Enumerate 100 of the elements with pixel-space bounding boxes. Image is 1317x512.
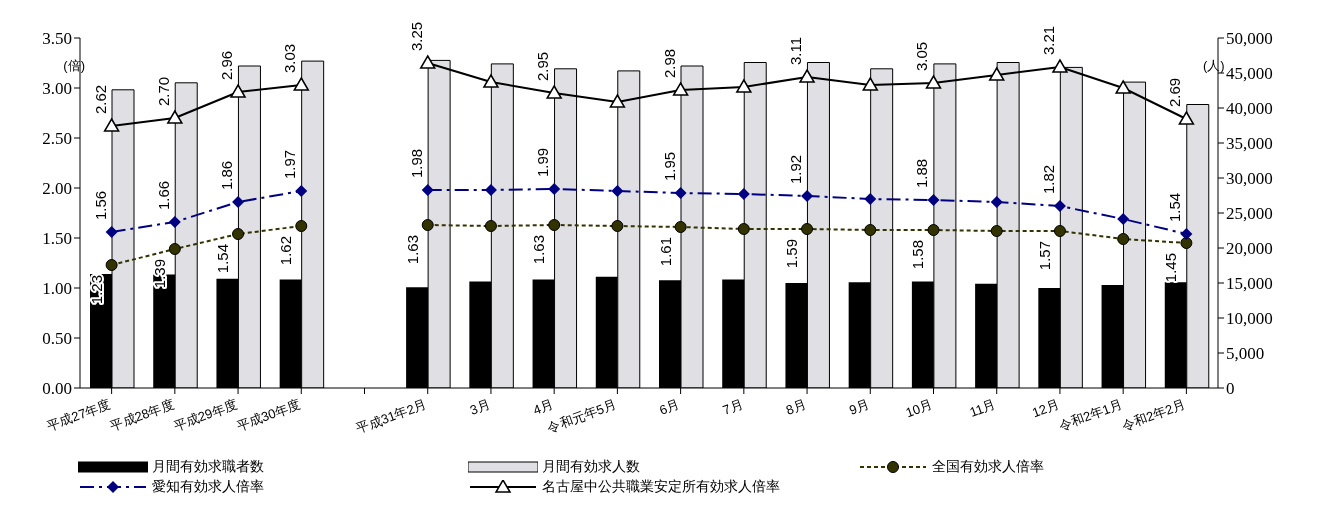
y2-tick-label: 35,000 [1226,134,1273,154]
point [293,77,310,91]
y2-axis-title: (人) [1203,58,1225,74]
y2-tick-label: 25,000 [1226,204,1273,224]
y2-tick-label: 20,000 [1226,239,1273,259]
point [1053,200,1066,212]
data-label: 1.63 [530,235,548,265]
point [103,118,120,132]
legend-label: 全国有効求人倍率 [932,458,1044,476]
y-tick-label: 0.00 [42,379,72,399]
point [1180,228,1193,240]
x-tick-label: 4月 [531,396,556,418]
data-label: 1.92 [787,154,805,184]
point [295,185,308,197]
y-tick-label: 3.00 [42,79,72,99]
y2-tick-label: 30,000 [1226,169,1273,189]
point [674,221,687,233]
point [483,74,499,88]
point [988,67,1005,81]
x-tick-label: 8月 [783,396,809,418]
point [548,183,561,195]
data-label: 2.98 [660,48,678,78]
point [609,94,626,108]
y-tick-label: 1.00 [42,279,72,299]
point [864,224,877,236]
point [927,224,940,236]
point [484,220,497,232]
data-label: 1.82 [1039,164,1057,194]
data-label: 2.96 [218,50,236,80]
data-label: 1.59 [783,239,801,269]
data-label: 1.58 [909,240,927,270]
point [801,190,814,202]
point [421,184,434,196]
data-label: 1.63 [403,235,421,265]
x-tick-label: 3月 [467,396,492,418]
point [611,185,624,197]
point [295,220,308,232]
data-label: 1.54 [214,244,232,274]
point [1115,80,1131,94]
x-tick-label: 平成31年2月 [354,396,429,437]
point [925,75,942,89]
point [1117,233,1130,245]
data-label: 3.21 [1039,25,1057,55]
y2-tick-label: 50,000 [1226,29,1273,49]
point [799,69,815,83]
legend-label: 名古屋中公共職業安定所有効求人倍率 [542,478,780,496]
y2-tick-label: 5,000 [1226,344,1265,364]
point [862,77,879,91]
data-label: 1.61 [656,237,674,267]
x-tick-label: 10月 [903,396,935,421]
point [611,220,624,232]
data-label: 1.98 [407,148,425,178]
point [230,84,246,98]
legend-label: 月間有効求人数 [542,458,640,476]
y2-tick-label: 10,000 [1226,309,1273,329]
x-tick-label: 12月 [1030,396,1061,421]
point [167,110,183,124]
data-label: 1.88 [913,158,931,188]
point [927,194,940,206]
data-label: 2.95 [534,51,552,81]
x-tick-label: 6月 [657,396,682,418]
data-label: 2.70 [154,76,172,106]
y2-tick-label: 15,000 [1226,274,1273,294]
data-label: 1.66 [154,180,172,210]
point [232,228,245,240]
point [421,219,434,231]
y-tick-label: 0.50 [42,329,72,349]
point [546,85,562,99]
data-label: 1.99 [534,147,552,177]
data-label: 1.23 [87,275,105,305]
point [1052,59,1068,73]
point [672,82,689,96]
y-tick-label: 2.00 [42,179,72,199]
data-label: 3.05 [913,41,931,71]
point [1117,213,1130,225]
point [1178,111,1195,125]
y-axis-title: (倍) [63,58,85,74]
y2-tick-label: 40,000 [1226,99,1273,119]
data-label: 1.97 [281,149,299,179]
point [1053,225,1066,237]
point [419,55,436,69]
y2-tick-label: 0 [1226,379,1235,399]
point [864,193,877,205]
data-label: 1.86 [218,160,236,190]
point [105,226,118,238]
point [801,223,814,235]
x-tick-label: 7月 [720,396,745,418]
y-tick-label: 3.50 [42,29,72,49]
point [737,223,750,235]
y-tick-label: 2.50 [42,129,72,149]
y2-tick-label: 45,000 [1226,64,1273,84]
data-label: 2.69 [1166,77,1184,107]
point [736,79,752,93]
point [674,187,687,199]
point [548,219,561,231]
point [990,225,1003,237]
data-label: 2.62 [91,84,109,114]
legend-label: 愛知有効求人倍率 [152,478,264,496]
point [105,259,118,271]
point [168,243,181,255]
